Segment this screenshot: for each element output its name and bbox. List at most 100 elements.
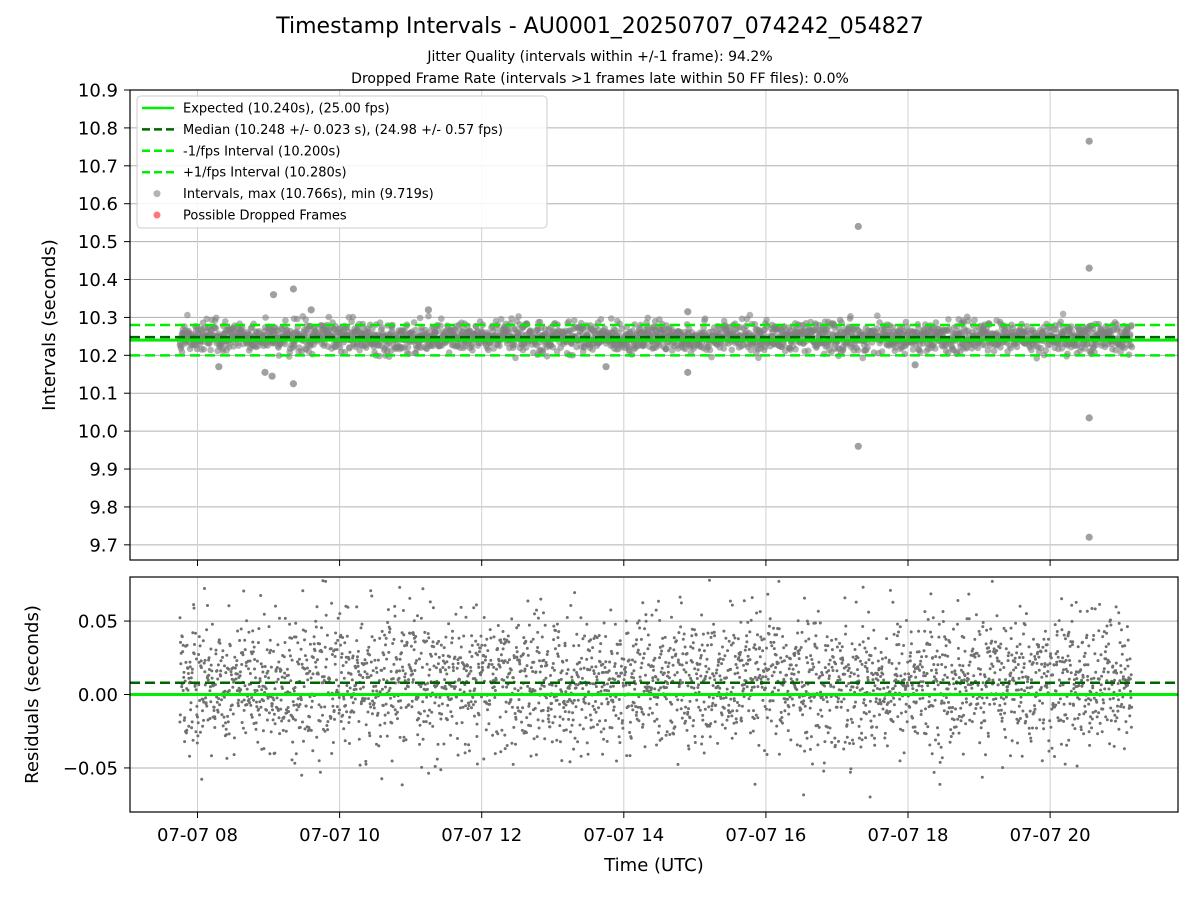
residual-point	[615, 651, 619, 655]
residual-point	[877, 666, 881, 670]
residual-point	[572, 747, 576, 751]
residual-point	[739, 620, 743, 624]
residual-point	[320, 650, 324, 654]
residual-point	[330, 601, 334, 605]
residual-point	[428, 668, 432, 672]
residual-point	[692, 719, 696, 722]
residual-point	[363, 697, 367, 701]
residual-point	[223, 664, 226, 668]
residual-point	[462, 667, 466, 671]
residual-point	[722, 706, 726, 710]
residual-point	[867, 710, 871, 714]
residual-point	[451, 669, 455, 673]
residual-point	[716, 741, 720, 745]
residual-point	[520, 720, 524, 724]
residual-point	[279, 698, 283, 702]
residual-point	[611, 684, 615, 688]
residual-point	[475, 722, 479, 726]
residual-point	[356, 664, 360, 668]
residual-point	[876, 678, 880, 682]
residual-point	[260, 665, 264, 669]
residual-point	[410, 699, 414, 703]
residual-point	[891, 687, 895, 690]
residual-point	[505, 675, 509, 679]
residual-point	[604, 635, 608, 638]
residual-point	[636, 648, 640, 652]
residual-point	[210, 754, 213, 758]
residual-point	[737, 656, 741, 660]
residual-point	[658, 619, 662, 622]
residual-point	[767, 667, 771, 671]
residual-point	[384, 643, 387, 647]
residual-point	[646, 647, 650, 651]
residual-point	[676, 762, 680, 766]
residual-point	[416, 614, 419, 618]
residual-point	[310, 705, 313, 709]
residual-point	[653, 687, 657, 691]
interval-point	[780, 341, 787, 349]
residual-point	[592, 672, 596, 675]
residual-point	[202, 661, 206, 665]
residual-point	[764, 707, 768, 711]
residual-point	[654, 675, 658, 679]
residual-point	[742, 599, 746, 603]
residual-point	[727, 703, 731, 707]
residual-point	[221, 649, 225, 653]
residual-point	[836, 700, 840, 704]
residual-point	[632, 676, 636, 680]
residual-point	[261, 670, 265, 674]
residual-point	[253, 658, 257, 661]
residual-point	[329, 647, 333, 651]
residual-point	[892, 703, 896, 707]
residual-point	[243, 638, 247, 642]
residual-point	[866, 636, 870, 640]
residual-point	[365, 661, 369, 665]
residual-point	[787, 667, 791, 671]
residual-point	[451, 629, 454, 633]
residual-point	[613, 662, 617, 666]
y-tick-label: 10.1	[78, 384, 118, 405]
residual-point	[501, 647, 505, 651]
residual-point	[809, 735, 813, 739]
residual-point	[471, 703, 475, 707]
residual-point	[625, 754, 629, 758]
residual-point	[795, 678, 799, 681]
residual-point	[565, 658, 569, 662]
residual-point	[872, 714, 876, 718]
residual-point	[830, 648, 834, 652]
residual-point	[184, 660, 188, 664]
residual-point	[466, 664, 469, 667]
residual-point	[639, 666, 643, 670]
residual-point	[474, 639, 478, 643]
residual-point	[252, 645, 256, 649]
residual-point	[201, 709, 204, 713]
residual-point	[242, 589, 246, 593]
residual-point	[642, 712, 646, 716]
residual-point	[704, 664, 708, 668]
residual-point	[745, 640, 749, 644]
residual-point	[671, 663, 675, 667]
residual-point	[607, 689, 611, 693]
residual-point	[421, 737, 425, 741]
residual-point	[700, 643, 704, 647]
residual-point	[631, 658, 634, 662]
residual-point	[508, 671, 512, 675]
residual-point	[576, 675, 580, 679]
residual-point	[253, 667, 256, 671]
residual-point	[324, 665, 328, 669]
residual-point	[218, 641, 222, 645]
residual-point	[302, 739, 305, 743]
residual-point	[280, 719, 284, 723]
residual-point	[681, 681, 685, 685]
residual-point	[205, 704, 209, 708]
residual-point	[323, 645, 327, 649]
residual-point	[318, 642, 322, 646]
residual-point	[261, 729, 265, 733]
residual-point	[708, 735, 712, 739]
residual-point	[376, 658, 380, 662]
residual-point	[196, 715, 199, 719]
residual-point	[440, 702, 444, 706]
residual-point	[284, 729, 288, 733]
residual-point	[188, 660, 192, 664]
residual-point	[883, 736, 887, 740]
